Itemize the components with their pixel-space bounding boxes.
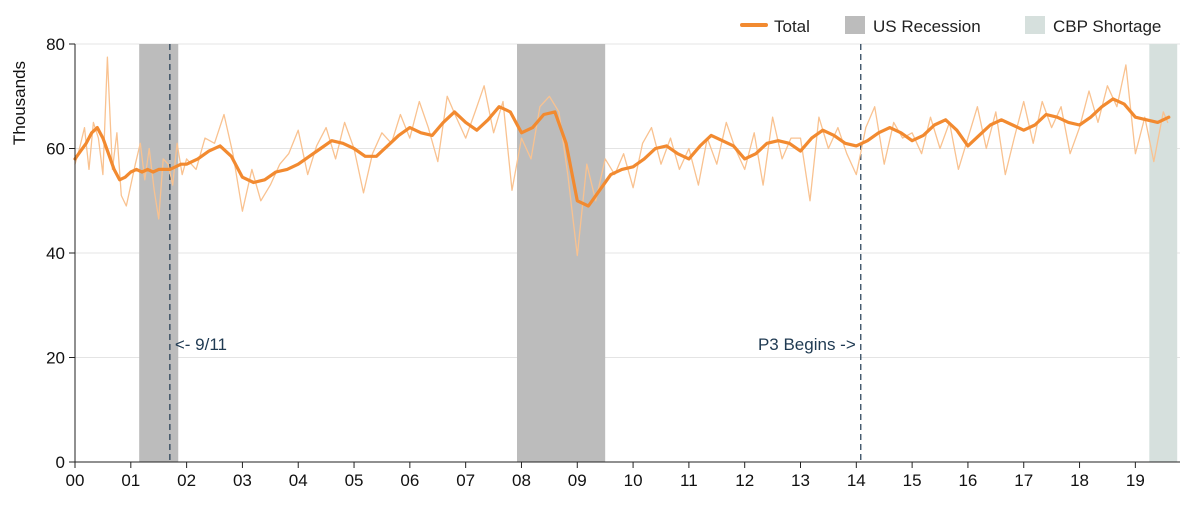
x-tick-label: 00: [66, 471, 85, 490]
series-lines: [73, 56, 1171, 257]
x-tick-label: 08: [512, 471, 531, 490]
y-tick-label: 0: [56, 453, 65, 472]
legend-label: Total: [774, 17, 810, 36]
legend-label: US Recession: [873, 17, 981, 36]
recession-band: [139, 44, 179, 462]
legend: Total US Recession CBP Shortage: [740, 16, 1161, 36]
x-tick-label: 17: [1014, 471, 1033, 490]
recession-band: [517, 44, 606, 462]
cbp-shortage-band: [1149, 44, 1178, 462]
legend-swatch-cbp: [1025, 16, 1045, 34]
y-tick-label: 20: [46, 349, 65, 368]
x-tick-label: 10: [624, 471, 643, 490]
x-tick-label: 06: [400, 471, 419, 490]
x-tick-label: 05: [345, 471, 364, 490]
annotation-label: <- 9/11: [175, 335, 227, 354]
total-series-line: [73, 97, 1171, 208]
x-tick-label: 09: [568, 471, 587, 490]
x-tick-label: 13: [791, 471, 810, 490]
x-tick-label: 03: [233, 471, 252, 490]
x-tick-label: 12: [735, 471, 754, 490]
annotations: <- 9/11 P3 Begins ->: [175, 335, 856, 354]
y-tick-label: 40: [46, 244, 65, 263]
legend-label: CBP Shortage: [1053, 17, 1161, 36]
x-tick-label: 11: [680, 471, 698, 490]
x-tick-label: 19: [1126, 471, 1145, 490]
legend-swatch-recession: [845, 16, 865, 34]
x-tick-label: 02: [177, 471, 196, 490]
monthly-series-line: [74, 56, 1169, 257]
y-tick-label: 80: [46, 35, 65, 54]
y-tick-label: 60: [46, 140, 65, 159]
x-tick-label: 16: [958, 471, 977, 490]
annotation-label: P3 Begins ->: [758, 335, 856, 354]
y-axis-label: Thousands: [10, 61, 29, 145]
x-tick-label: 07: [456, 471, 475, 490]
x-tick-label: 18: [1070, 471, 1089, 490]
x-tick-label: 04: [289, 471, 308, 490]
x-tick-label: 15: [903, 471, 922, 490]
axes: 0 20 40 60 80 00 01 02 03 04 05 06 07 08 09 10 11 12 13 14 1…: [46, 35, 1180, 490]
x-tick-label: 01: [121, 471, 140, 490]
x-tick-label: 14: [847, 471, 866, 490]
gridlines: [75, 43, 1180, 358]
